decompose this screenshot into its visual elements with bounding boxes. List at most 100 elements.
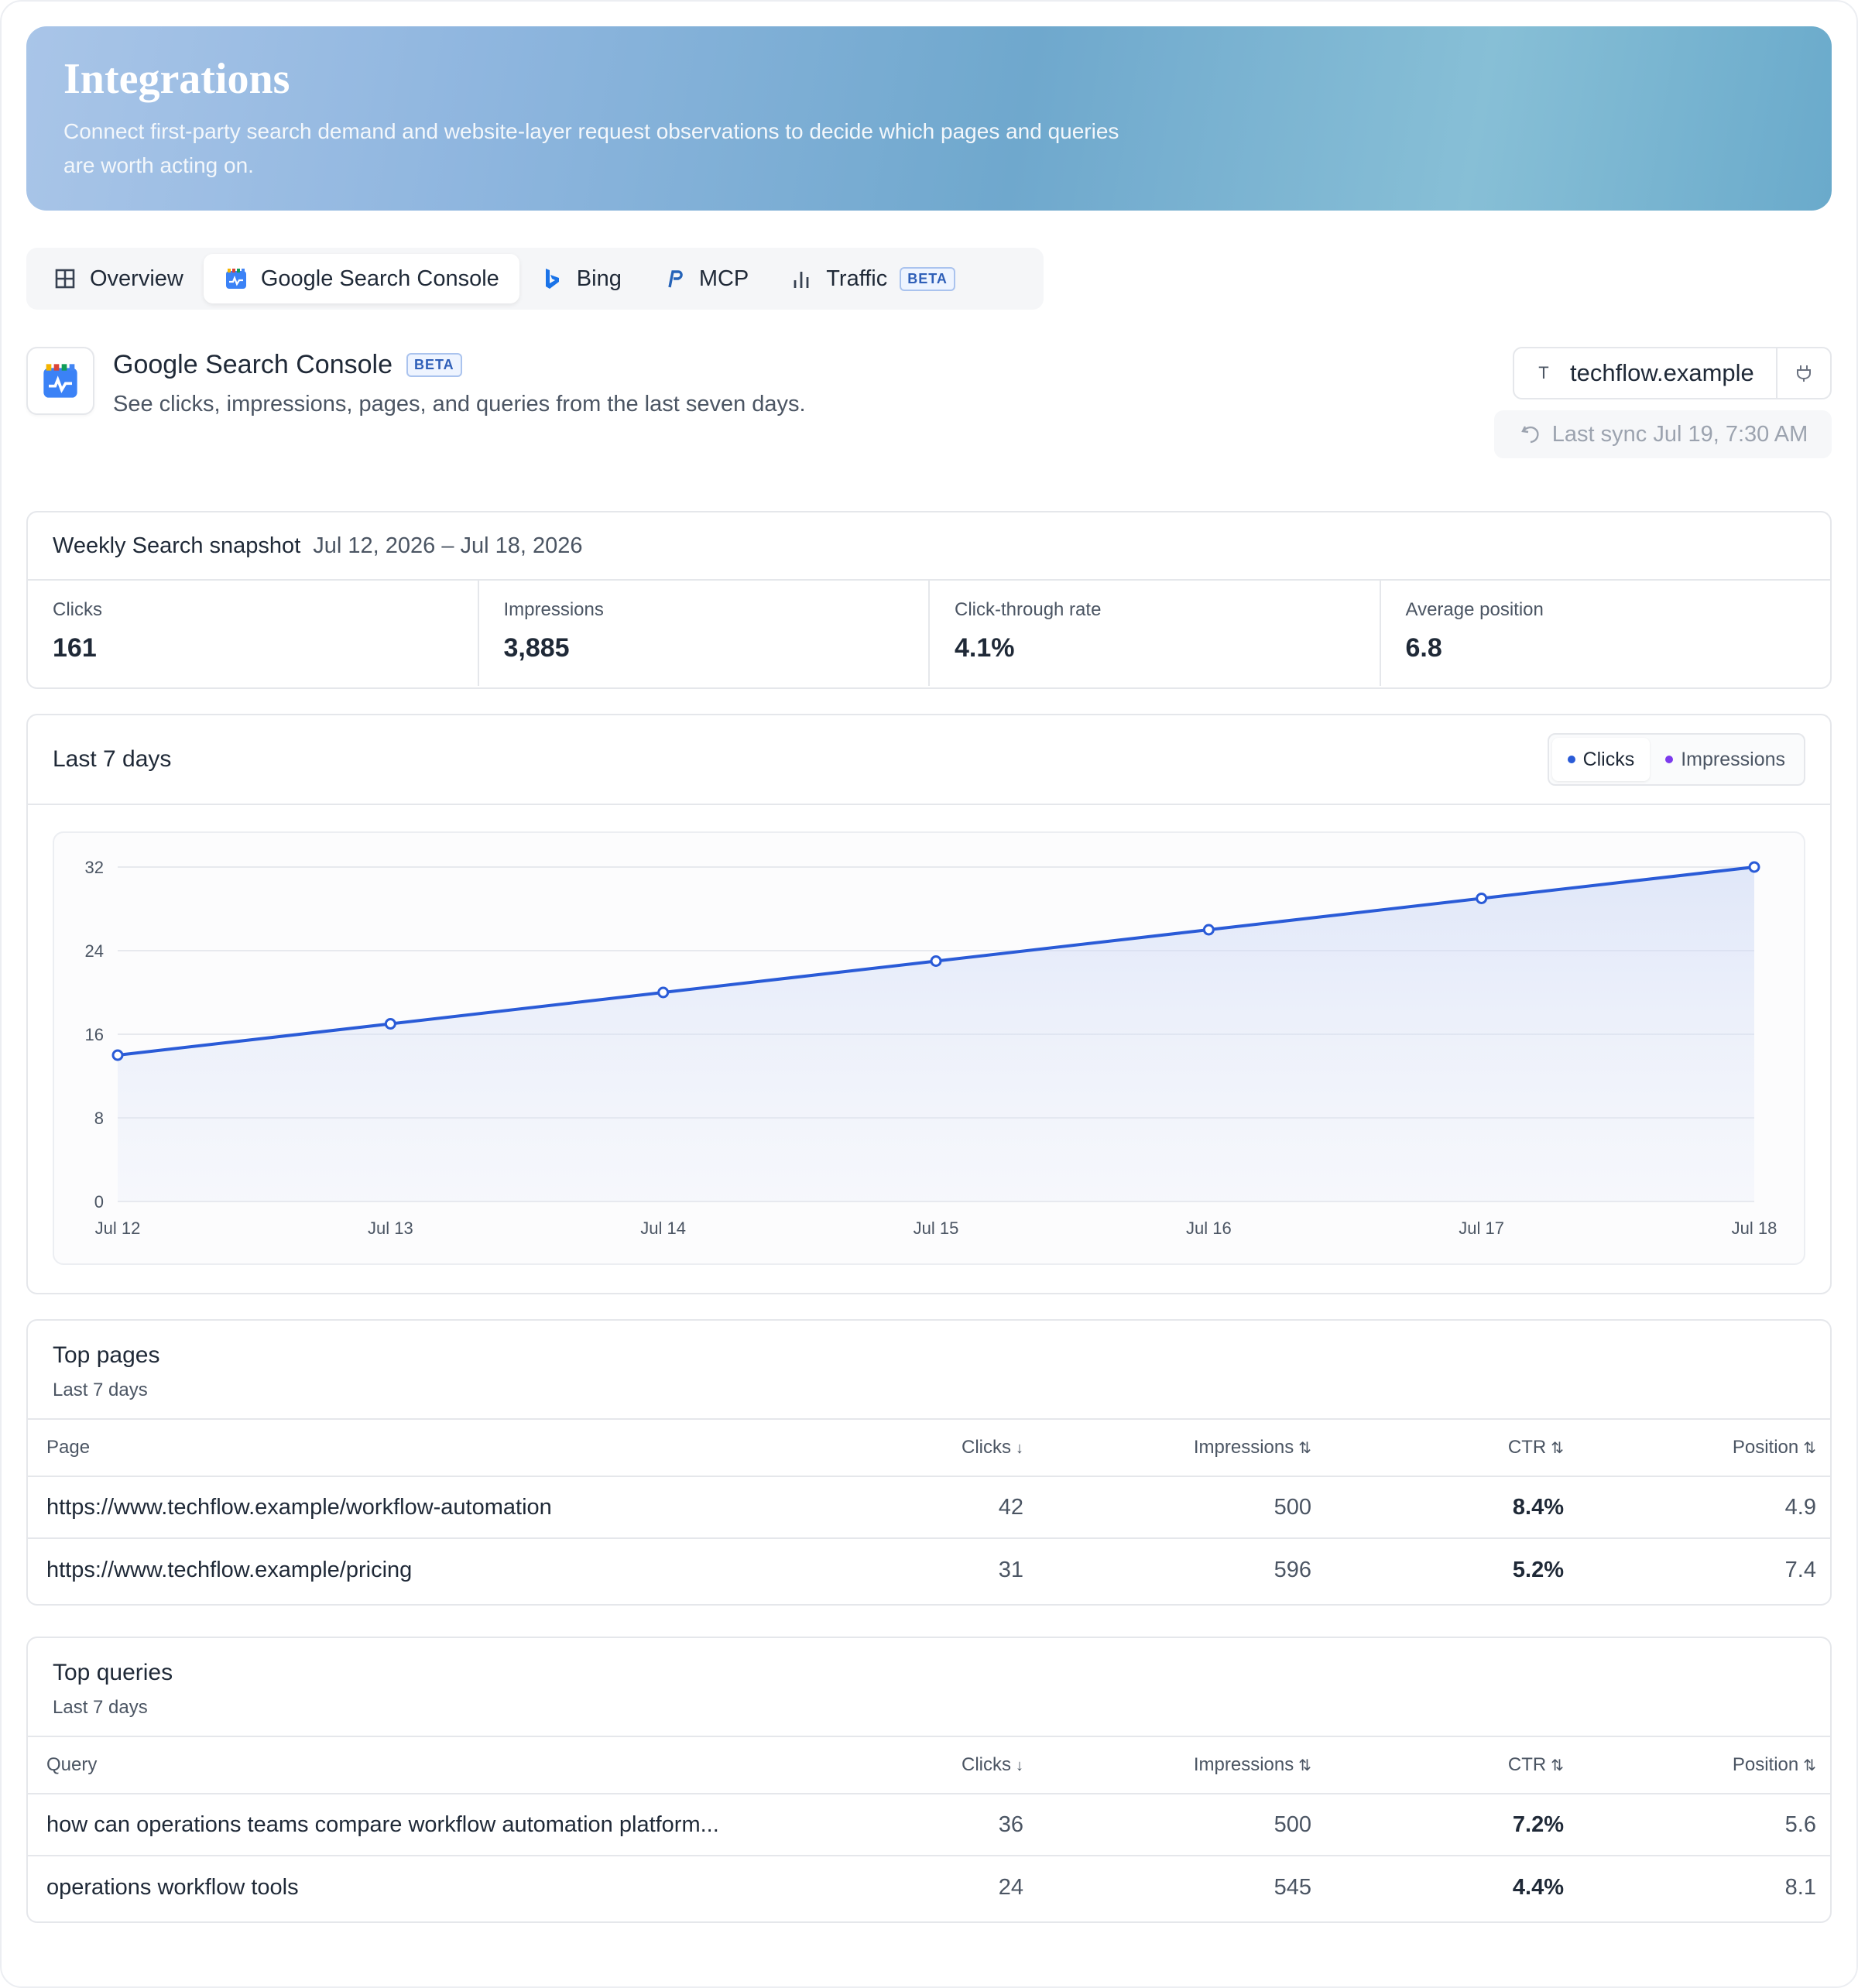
grid-icon — [53, 266, 77, 291]
tab-overview[interactable]: Overview — [33, 254, 204, 303]
tab-label: Traffic — [826, 266, 888, 291]
chart-title: Last 7 days — [53, 746, 172, 772]
table-header: Page Clicks ↓ Impressions ⇅ CTR ⇅ Position ⇅ — [28, 1420, 1830, 1477]
top-queries-card: Top queries Last 7 days Query Clicks ↓ Im… — [26, 1637, 1832, 1923]
bing-icon — [540, 266, 564, 291]
metric-label: Click-through rate — [955, 599, 1102, 620]
toggle-impressions[interactable]: Impressions — [1650, 738, 1801, 781]
column-label: Clicks — [962, 1437, 1011, 1458]
site-selector[interactable]: T techflow.example — [1513, 347, 1832, 399]
column-header-page[interactable]: Page — [46, 1437, 91, 1458]
plug-icon[interactable] — [1776, 348, 1830, 398]
sync-button[interactable]: Last sync Jul 19, 7:30 AM — [1494, 410, 1832, 458]
clicks-dot — [1567, 756, 1575, 763]
data-point — [1202, 924, 1215, 936]
y-tick-label: 24 — [85, 941, 104, 961]
data-point — [384, 1018, 396, 1030]
x-tick-label: Jul 14 — [640, 1219, 686, 1238]
snapshot-title: Weekly Search snapshot — [53, 533, 301, 558]
metric-label: Average position — [1405, 599, 1544, 620]
cell-ctr: 7.2% — [1512, 1811, 1564, 1837]
sort-icon: ⇅ — [1803, 1440, 1816, 1457]
weekly-snapshot-card: Weekly Search snapshot Jul 12, 2026 – Ju… — [26, 511, 1832, 689]
site-initial: T — [1538, 363, 1549, 382]
data-point — [930, 955, 942, 967]
y-tick-label: 32 — [85, 858, 104, 877]
cell-clicks: 36 — [998, 1811, 1023, 1837]
tab-label: MCP — [698, 266, 749, 291]
column-label: Impressions — [1193, 1754, 1294, 1775]
table-row[interactable]: https://www.techflow.example/pricing 31 … — [28, 1539, 1830, 1601]
column-header-query[interactable]: Query — [46, 1754, 98, 1775]
cell-position: 5.6 — [1784, 1811, 1816, 1837]
cell-ctr: 5.2% — [1512, 1557, 1564, 1582]
column-header-impressions[interactable]: Impressions ⇅ — [1023, 1437, 1311, 1458]
data-point — [657, 986, 670, 999]
table-row[interactable]: https://www.techflow.example/workflow-au… — [28, 1477, 1830, 1539]
query-text[interactable]: operations workflow tools — [46, 1874, 299, 1900]
integration-title: Google Search Console BETA — [113, 350, 462, 380]
last-sync-text: Last sync Jul 19, 7:30 AM — [1551, 421, 1808, 447]
table-row[interactable]: operations workflow tools 24 545 4.4% 8.… — [28, 1856, 1830, 1918]
toggle-clicks[interactable]: Clicks — [1551, 738, 1651, 781]
sort-icon: ⇅ — [1298, 1757, 1311, 1774]
top-pages-card: Top pages Last 7 days Page Clicks ↓ Impre… — [26, 1319, 1832, 1606]
series-toggle: Clicks Impressions — [1547, 733, 1805, 786]
column-header-clicks[interactable]: Clicks ↓ — [869, 1437, 1023, 1458]
query-text[interactable]: how can operations teams compare workflo… — [46, 1811, 719, 1837]
column-header-ctr[interactable]: CTR ⇅ — [1311, 1437, 1564, 1458]
column-label: Position — [1732, 1754, 1799, 1775]
column-header-clicks[interactable]: Clicks ↓ — [869, 1754, 1023, 1776]
data-point — [111, 1049, 124, 1061]
tab-mcp[interactable]: MCP — [642, 254, 769, 303]
top-pages-title: Top pages — [53, 1342, 160, 1368]
cell-clicks: 24 — [998, 1874, 1023, 1900]
metric-label: Clicks — [53, 599, 102, 620]
integration-title-text: Google Search Console — [113, 350, 393, 379]
cell-impressions: 500 — [1274, 1494, 1311, 1520]
chart-card: Last 7 days Clicks Impressions 0 8 16 24 32 J… — [26, 714, 1832, 1294]
site-name: techflow.example — [1570, 359, 1754, 386]
data-point — [1748, 861, 1760, 873]
column-label: CTR — [1507, 1437, 1547, 1458]
page-url[interactable]: https://www.techflow.example/workflow-au… — [46, 1494, 552, 1520]
metric-average-position: Average position 6.8 — [1381, 581, 1831, 686]
sort-icon: ⇅ — [1298, 1440, 1311, 1457]
cell-position: 7.4 — [1784, 1557, 1816, 1582]
column-header-position[interactable]: Position ⇅ — [1564, 1437, 1816, 1458]
hero-banner: Integrations Connect first-party search … — [26, 26, 1832, 211]
x-tick-label: Jul 15 — [914, 1219, 959, 1238]
tab-traffic[interactable]: Traffic BETA — [769, 254, 975, 303]
toggle-label: Impressions — [1681, 748, 1785, 770]
data-point — [1476, 893, 1488, 904]
column-label: Impressions — [1193, 1437, 1294, 1458]
impressions-dot — [1665, 756, 1674, 763]
cell-position: 4.9 — [1784, 1494, 1816, 1520]
tab-bing[interactable]: Bing — [519, 254, 642, 303]
cell-impressions: 545 — [1274, 1874, 1311, 1900]
column-header-ctr[interactable]: CTR ⇅ — [1311, 1754, 1564, 1776]
metric-value: 161 — [53, 633, 97, 663]
y-tick-label: 16 — [85, 1025, 104, 1044]
y-tick-label: 8 — [94, 1109, 104, 1128]
page-title: Integrations — [63, 55, 290, 103]
snapshot-range: Jul 12, 2026 – Jul 18, 2026 — [313, 533, 583, 558]
sort-desc-icon: ↓ — [1016, 1440, 1023, 1457]
sort-icon: ⇅ — [1803, 1757, 1816, 1774]
cell-clicks: 42 — [998, 1494, 1023, 1520]
column-header-position[interactable]: Position ⇅ — [1564, 1754, 1816, 1776]
y-tick-label: 0 — [94, 1192, 104, 1212]
search-console-app-icon — [26, 347, 94, 415]
x-tick-label: Jul 18 — [1732, 1219, 1777, 1238]
page-url[interactable]: https://www.techflow.example/pricing — [46, 1557, 413, 1582]
column-header-impressions[interactable]: Impressions ⇅ — [1023, 1754, 1311, 1776]
top-queries-subtitle: Last 7 days — [53, 1697, 148, 1718]
tab-google-search-console[interactable]: Google Search Console — [203, 254, 519, 303]
column-label: CTR — [1507, 1754, 1547, 1775]
toggle-label: Clicks — [1582, 748, 1635, 770]
metrics-row: Clicks 161 Impressions 3,885 Click-throu… — [28, 581, 1830, 686]
metric-label: Impressions — [503, 599, 604, 620]
integration-subtitle: See clicks, impressions, pages, and quer… — [113, 392, 806, 416]
metric-value: 3,885 — [503, 633, 570, 663]
table-row[interactable]: how can operations teams compare workflo… — [28, 1794, 1830, 1856]
